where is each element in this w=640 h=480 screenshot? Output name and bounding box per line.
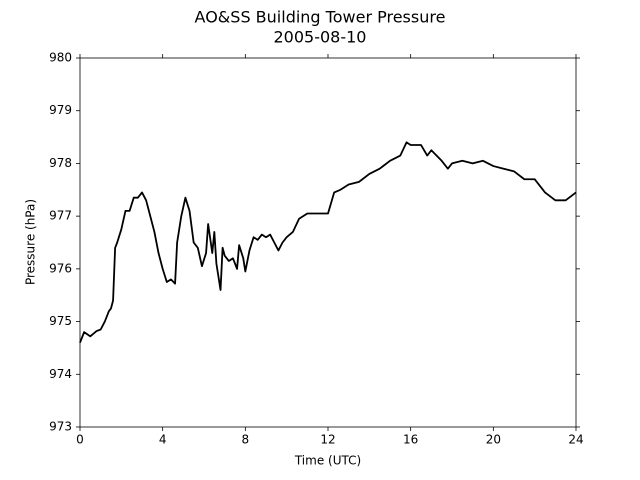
x-tick-label: 8 [242, 433, 250, 447]
y-axis-label: Pressure (hPa) [24, 199, 38, 285]
x-tick-label: 16 [403, 433, 418, 447]
plot-frame [79, 57, 577, 428]
x-tick-label: 4 [159, 433, 167, 447]
data-line [79, 141, 577, 343]
chart-title: AO&SS Building Tower Pressure [195, 8, 446, 27]
y-tick-label: 973 [49, 420, 72, 434]
x-tick-label: 0 [76, 433, 84, 447]
x-axis-label: Time (UTC) [294, 454, 361, 468]
y-tick-label: 978 [49, 156, 72, 170]
y-tick-label: 977 [49, 209, 72, 223]
y-tick-label: 980 [49, 51, 72, 65]
y-tick-label: 975 [49, 314, 72, 328]
y-tick-label: 979 [49, 103, 72, 117]
chart-subtitle: 2005-08-10 [274, 28, 367, 47]
y-tick-label: 976 [49, 261, 72, 275]
y-tick-label: 974 [49, 367, 72, 381]
x-tick-label: 12 [320, 433, 335, 447]
x-tick-label: 24 [568, 433, 583, 447]
x-tick-label: 20 [486, 433, 501, 447]
